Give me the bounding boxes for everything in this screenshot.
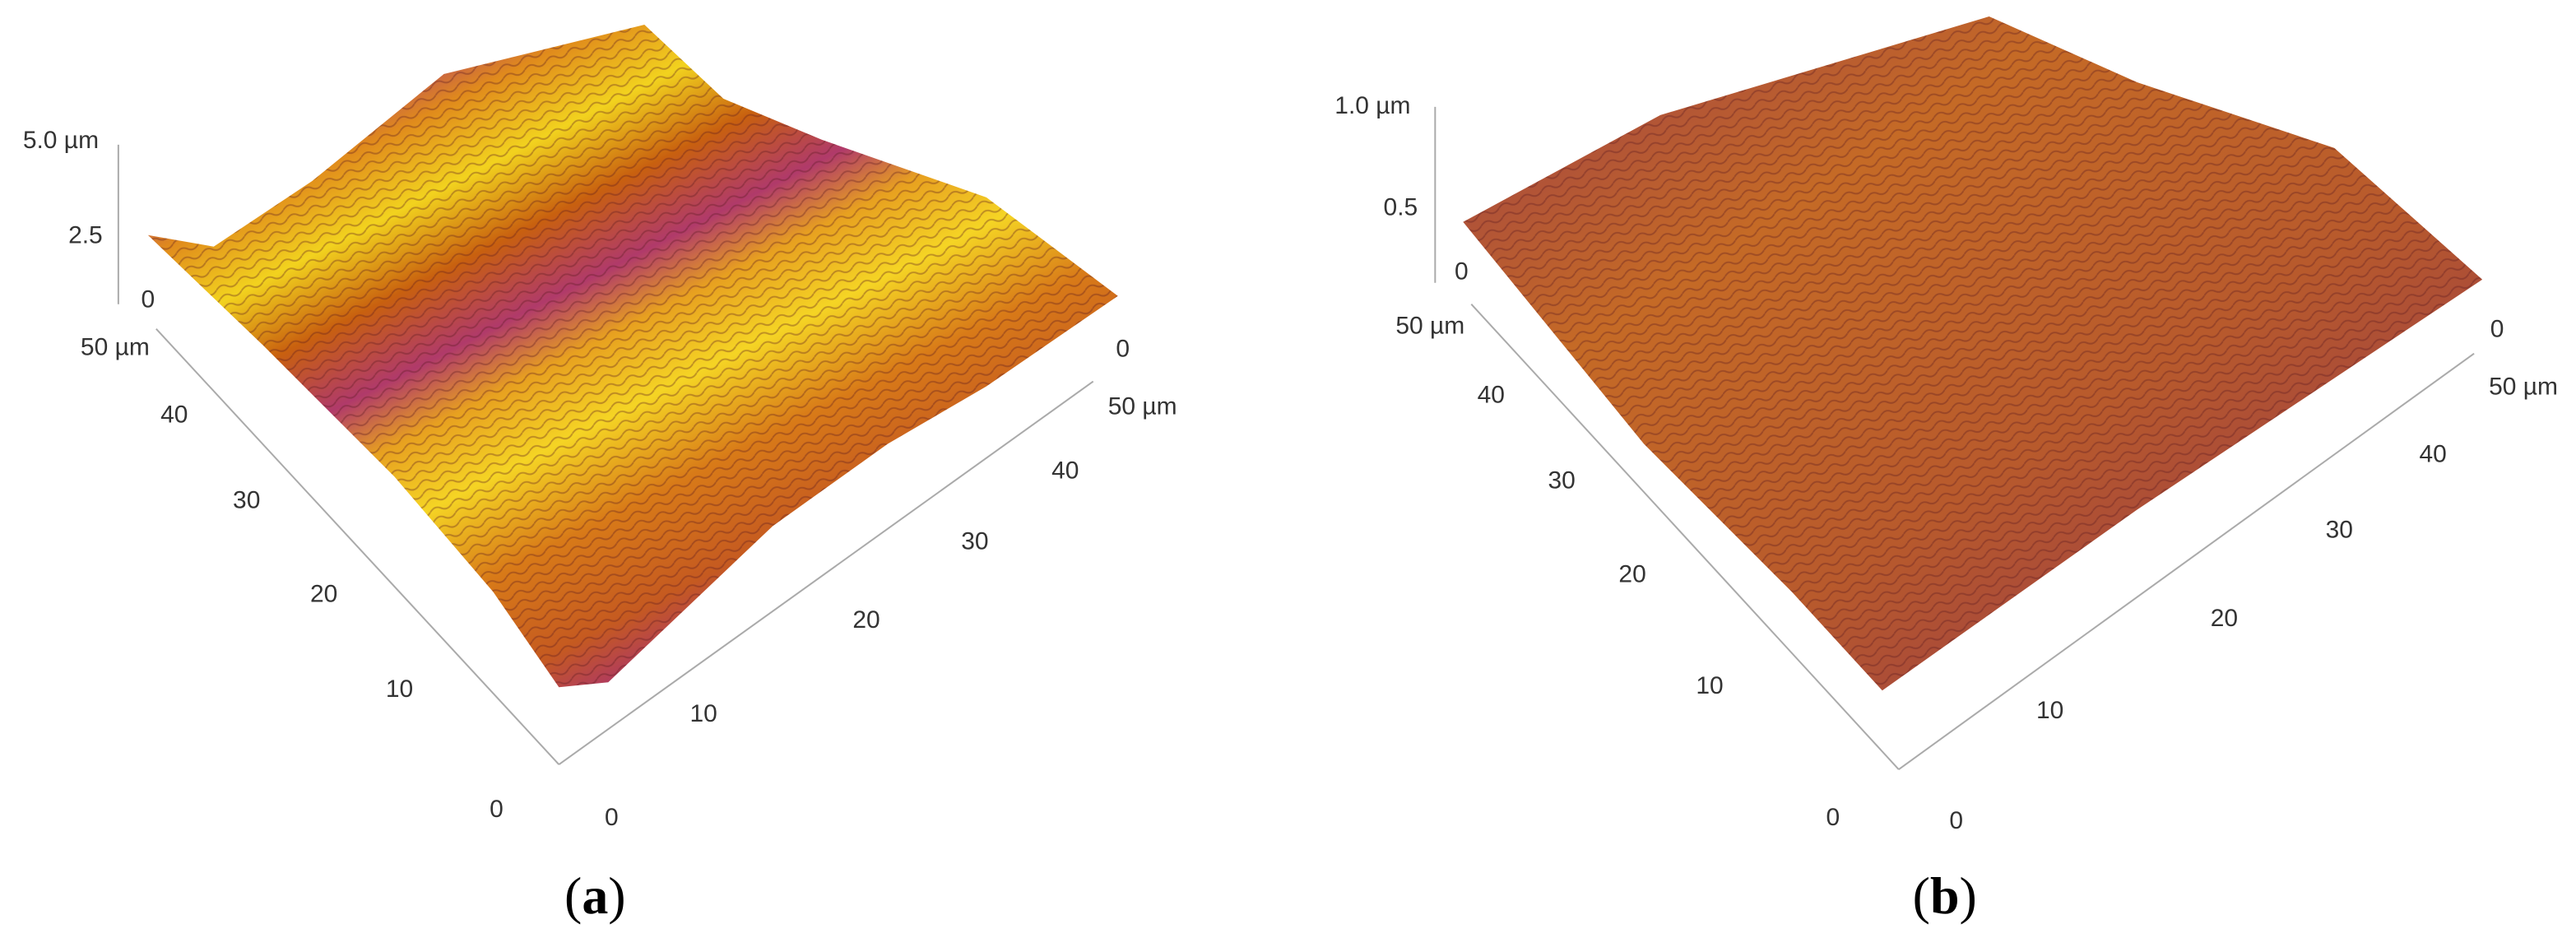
z-tick-label: 0.5: [1384, 194, 1418, 221]
y-tick-label: 30: [961, 527, 988, 555]
caption-letter: b: [1930, 866, 1960, 925]
caption-open: (: [1913, 866, 1930, 925]
y-tick-label: 0: [605, 804, 619, 831]
caption-letter: a: [582, 866, 608, 925]
caption-open: (: [564, 866, 582, 925]
y-tick-label: 20: [2211, 605, 2238, 632]
y-tick-label: 10: [690, 700, 717, 727]
surface-texture: [1463, 16, 2483, 691]
caption-close: ): [608, 866, 625, 925]
x-tick-label: 50 µm: [1395, 313, 1464, 340]
x-tick-label: 10: [1696, 672, 1723, 699]
caption: (a): [564, 866, 626, 925]
caption: (b): [1913, 866, 1977, 925]
panel-a: 5.0 µm 2.5 0 50 µm 40 30 20 10 0 0 10 20 30 40 50 µm 0 (…: [23, 25, 1177, 925]
x-tick-label: 40: [1478, 382, 1505, 409]
x-tick-label: 40: [160, 401, 188, 428]
y-tick-label: 20: [852, 606, 880, 634]
z-tick-label: 1.0 µm: [1334, 92, 1410, 119]
caption-close: ): [1960, 866, 1977, 925]
x-tick-label: 50 µm: [81, 334, 150, 361]
x-tick-label: 30: [233, 486, 260, 513]
z-tick-label: 5.0 µm: [23, 127, 99, 154]
back-tick-label: 0: [1116, 336, 1130, 363]
x-axis: [1470, 304, 1900, 770]
y-axis: [558, 380, 1094, 765]
y-tick-label: 50 µm: [2489, 374, 2558, 401]
y-tick-label: 0: [1949, 807, 1963, 834]
x-tick-label: 0: [1826, 804, 1840, 831]
z-tick-label: 0: [141, 286, 155, 313]
y-tick-label: 50 µm: [1108, 392, 1177, 420]
x-axis: [155, 327, 560, 765]
y-tick-label: 40: [2419, 440, 2446, 467]
z-tick-label: 0: [1455, 258, 1469, 285]
y-tick-label: 10: [2036, 697, 2063, 724]
x-tick-label: 20: [310, 580, 337, 607]
x-tick-label: 20: [1618, 560, 1645, 587]
z-tick-label: 2.5: [68, 222, 103, 249]
x-tick-label: 10: [386, 675, 413, 703]
surface-texture: [147, 25, 1118, 688]
y-tick-label: 40: [1051, 457, 1079, 484]
y-tick-label: 30: [2326, 516, 2353, 543]
x-tick-label: 30: [1548, 467, 1576, 494]
panel-b: 1.0 µm 0.5 0 50 µm 40 30 20 10 0 0 10 20 30 40 50 µm 0 (…: [1334, 16, 2558, 925]
y-axis: [1898, 352, 2475, 770]
back-tick-label: 0: [2490, 316, 2504, 343]
x-tick-label: 0: [490, 796, 504, 823]
